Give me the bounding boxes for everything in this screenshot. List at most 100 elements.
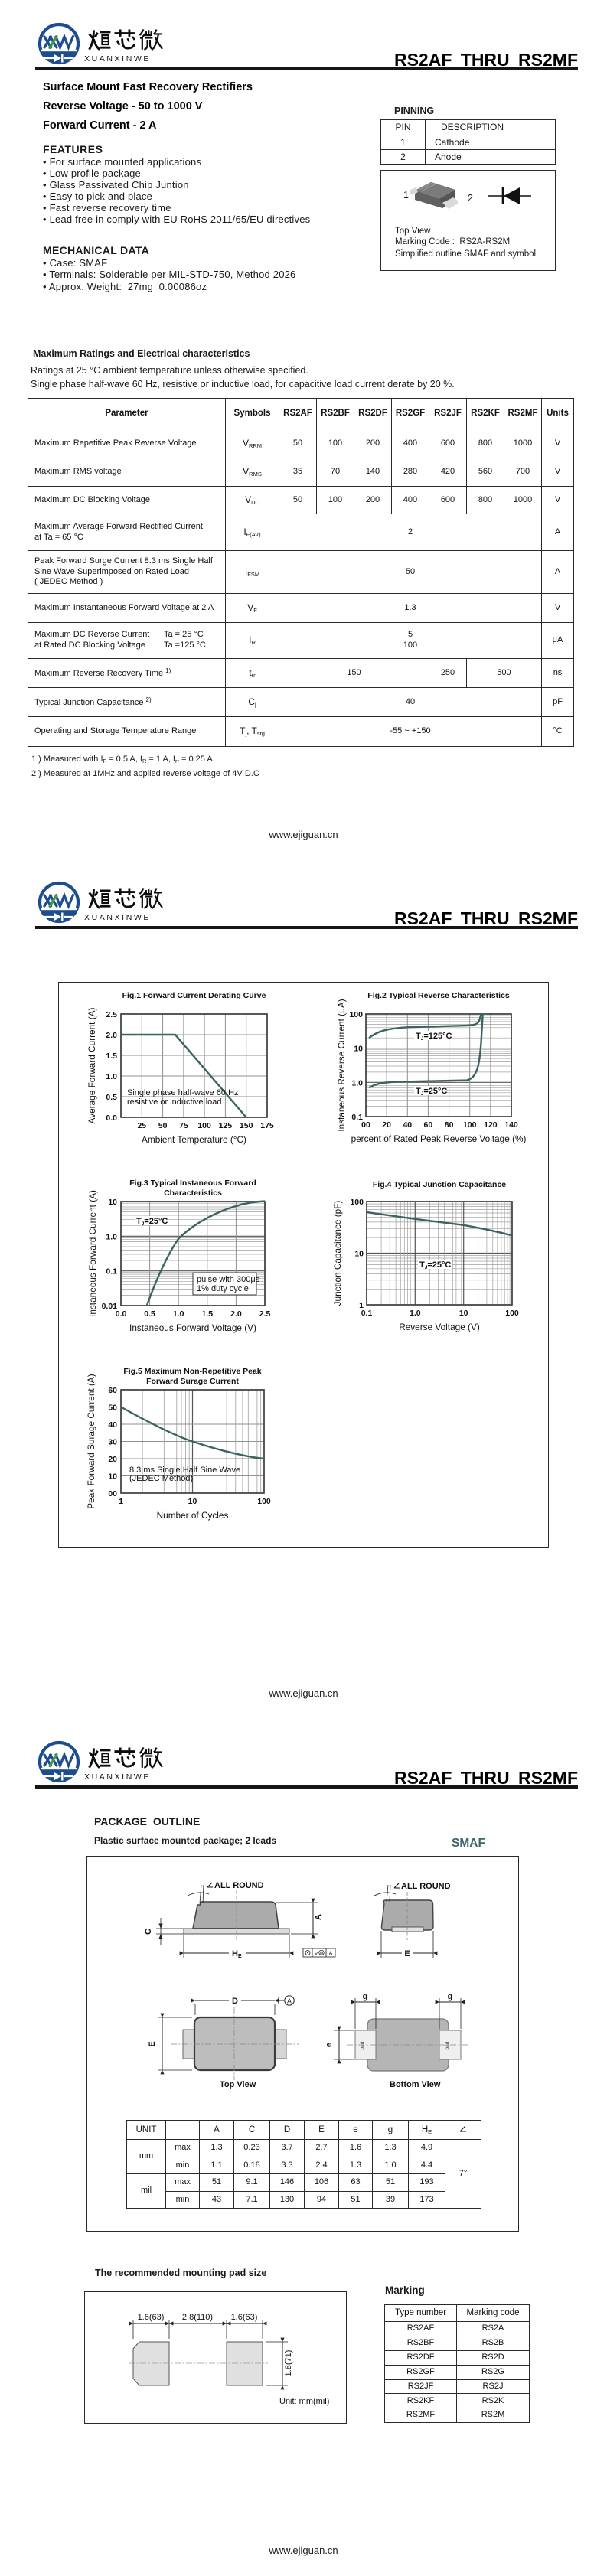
svg-text:Junction Capacitance (pF): Junction Capacitance (pF) [332,1201,343,1306]
svg-text:100: 100 [505,1309,519,1318]
svg-text:100: 100 [350,1198,364,1207]
svg-text:10: 10 [354,1250,364,1259]
svg-text:2: 2 [468,193,473,204]
svg-text:1: 1 [119,1497,123,1506]
svg-text:100: 100 [463,1120,477,1130]
svg-text:Bottom View: Bottom View [390,2080,441,2089]
svg-text:pad: pad [445,2041,450,2049]
svg-text:M: M [320,1952,324,1956]
svg-text:0.5: 0.5 [106,1093,117,1102]
svg-text:1.6(63): 1.6(63) [138,2313,165,2322]
svg-text:Forward Surage Current: Forward Surage Current [146,1377,239,1386]
svg-text:1.0: 1.0 [410,1309,421,1318]
svg-text:Fig.2 Typical Reverse Charact: Fig.2 Typical Reverse Characteristics [367,991,510,1000]
svg-text:00: 00 [361,1120,370,1130]
svg-text:8.3 ms Single Half Sine Wave: 8.3 ms Single Half Sine Wave [129,1466,240,1475]
svg-text:Instaneous Forward Current (A): Instaneous Forward Current (A) [87,1190,98,1317]
svg-text:20: 20 [382,1120,391,1130]
svg-text:0.1: 0.1 [106,1267,117,1277]
svg-text:1.8(71): 1.8(71) [284,2350,293,2377]
svg-text:2.0: 2.0 [106,1031,117,1040]
svg-text:100: 100 [257,1497,271,1506]
svg-text:50: 50 [158,1121,168,1130]
svg-text:C: C [144,1929,153,1935]
svg-text:Fig.3 Typical Instaneous Forw: Fig.3 Typical Instaneous Forward [129,1179,256,1188]
svg-text:Instaneous Reverse Current (μA: Instaneous Reverse Current (μA) [336,999,347,1131]
svg-text:10: 10 [354,1045,363,1054]
svg-text:E: E [148,2041,157,2046]
svg-text:1.6(63): 1.6(63) [231,2313,258,2322]
svg-text:V: V [315,1952,318,1957]
svg-text:Characteristics: Characteristics [164,1189,222,1198]
svg-text:resistive or inductive load: resistive or inductive load [127,1097,222,1107]
svg-text:Fig.4 Typical Junction Capaci: Fig.4 Typical Junction Capacitance [373,1180,506,1189]
svg-text:A: A [287,1997,292,2005]
svg-text:Number of Cycles: Number of Cycles [157,1510,229,1521]
svg-text:1% duty cycle: 1% duty cycle [197,1284,249,1293]
svg-text:20: 20 [108,1455,117,1464]
svg-text:TJ=25°C: TJ=25°C [416,1087,447,1097]
svg-text:Ambient Temperature (°C): Ambient Temperature (°C) [142,1134,246,1145]
svg-text:A: A [314,1914,323,1920]
svg-text:150: 150 [240,1121,253,1130]
svg-text:ALL ROUND: ALL ROUND [214,1881,264,1890]
svg-text:pad: pad [360,2041,365,2049]
svg-text:10: 10 [188,1497,197,1506]
svg-text:Reverse Voltage (V): Reverse Voltage (V) [399,1322,480,1332]
svg-text:TJ=25°C: TJ=25°C [136,1217,168,1227]
svg-text:75: 75 [179,1121,188,1130]
svg-text:1.5: 1.5 [201,1309,213,1319]
svg-text:0.1: 0.1 [361,1309,373,1318]
svg-text:TJ=125°C: TJ=125°C [416,1032,452,1042]
svg-text:1.0: 1.0 [106,1072,117,1081]
svg-text:TJ=25°C: TJ=25°C [419,1260,451,1270]
svg-text:00: 00 [108,1489,117,1498]
svg-text:30: 30 [108,1438,117,1447]
svg-text:40: 40 [403,1120,412,1130]
svg-text:Average Forward Current (A): Average Forward Current (A) [86,1007,97,1123]
svg-text:g: g [448,1992,453,2001]
svg-text:0.5: 0.5 [144,1309,155,1319]
svg-text:e: e [325,2043,334,2047]
svg-text:175: 175 [260,1121,274,1130]
svg-text:10: 10 [108,1198,117,1207]
svg-text:Single phase half-wave 60 Hz: Single phase half-wave 60 Hz [127,1088,239,1097]
svg-text:Fig.1 Forward Current Deratin: Fig.1 Forward Current Derating Curve [122,991,266,1000]
svg-text:0.01: 0.01 [102,1302,118,1311]
svg-text:1.5: 1.5 [106,1052,117,1061]
svg-text:1.0: 1.0 [106,1232,117,1241]
svg-text:A: A [329,1952,333,1957]
svg-text:2.0: 2.0 [230,1309,242,1319]
svg-text:Unit: mm(mil): Unit: mm(mil) [279,2397,329,2406]
svg-text:80: 80 [445,1120,454,1130]
svg-text:(JEDEC Method): (JEDEC Method) [129,1474,193,1483]
svg-text:Peak Forward Surage Current (A: Peak Forward Surage Current (A) [86,1374,96,1508]
svg-text:1.0: 1.0 [351,1078,363,1087]
svg-text:Fig.5 Maximum Non-Repetitive: Fig.5 Maximum Non-Repetitive Peak [123,1367,261,1376]
svg-text:2.8(110): 2.8(110) [182,2313,213,2322]
svg-text:10: 10 [108,1472,117,1482]
svg-text:1.0: 1.0 [173,1309,184,1319]
svg-text:40: 40 [108,1420,117,1430]
svg-text:100: 100 [197,1121,211,1130]
svg-text:D: D [232,1997,238,2006]
svg-text:g: g [363,1992,368,2001]
svg-text:1: 1 [359,1301,364,1310]
svg-text:0.1: 0.1 [351,1113,363,1122]
svg-text:ALL ROUND: ALL ROUND [401,1882,451,1891]
svg-text:60: 60 [108,1386,117,1395]
svg-text:10: 10 [459,1309,468,1318]
svg-text:E: E [404,1949,410,1958]
svg-text:60: 60 [424,1120,433,1130]
svg-text:125: 125 [219,1121,233,1130]
svg-text:0.0: 0.0 [106,1114,117,1123]
svg-text:25: 25 [137,1121,146,1130]
svg-text:140: 140 [504,1120,518,1130]
svg-text:Instaneous Forward Voltage (V): Instaneous Forward Voltage (V) [129,1322,256,1333]
svg-text:percent of Rated Peak Reverse: percent of Rated Peak Reverse Voltage (%… [351,1133,527,1144]
svg-text:1: 1 [403,190,409,201]
svg-text:pulse with 300μs: pulse with 300μs [197,1275,260,1284]
svg-text:0.0: 0.0 [116,1309,127,1319]
svg-text:100: 100 [349,1010,363,1019]
svg-text:2.5: 2.5 [106,1010,117,1019]
